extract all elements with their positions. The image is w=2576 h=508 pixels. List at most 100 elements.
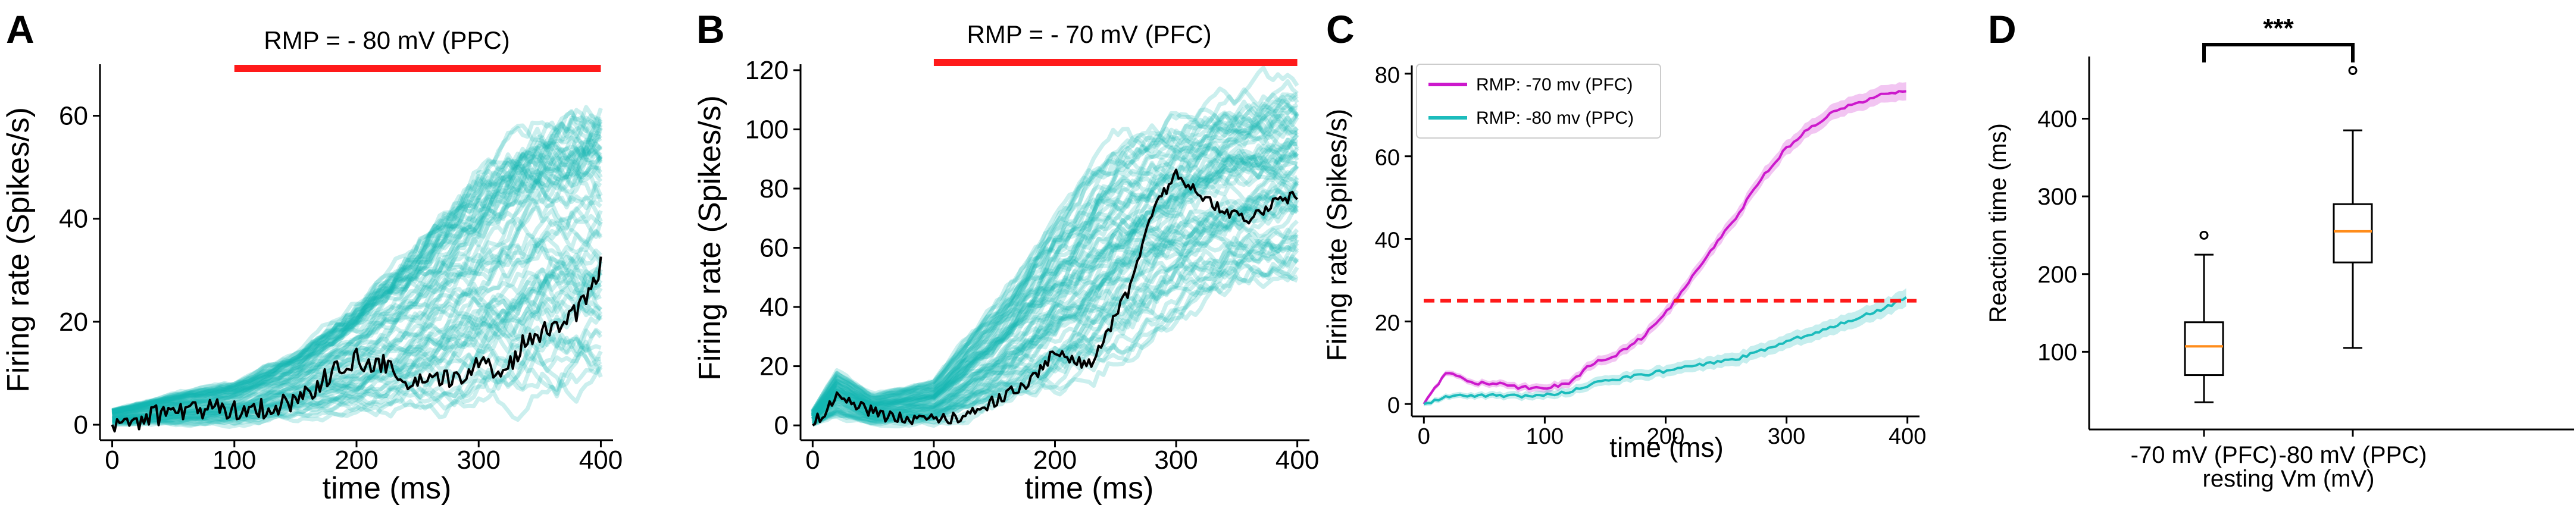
box-iqr: [2184, 321, 2224, 377]
series-line: [1423, 90, 1906, 405]
trial-trace: [111, 118, 603, 413]
y-tick-label: 40: [1375, 228, 1400, 253]
trial-trace: [111, 108, 602, 413]
trial-trace: [811, 113, 1299, 417]
y-tick-label: 120: [745, 56, 789, 85]
panel-a-ylabel: Firing rate (Spikes/s): [1, 107, 36, 393]
trial-trace: [811, 203, 1299, 422]
trial-trace: [811, 233, 1299, 424]
trial-trace: [811, 99, 1299, 413]
trial-trace: [812, 264, 1299, 428]
trial-trace: [811, 123, 1298, 416]
trial-trace: [811, 202, 1299, 421]
trial-trace: [811, 149, 1299, 419]
trial-trace: [811, 139, 1299, 418]
panel-a-title: RMP = - 80 mV (PPC): [264, 26, 509, 54]
trial-trace: [112, 279, 603, 423]
y-tick-label: 400: [2037, 106, 2077, 133]
outlier-point: [2199, 230, 2209, 240]
x-tick-label: 100: [912, 446, 955, 475]
x-tick-label: 200: [1033, 446, 1077, 475]
trial-trace: [811, 188, 1298, 421]
trial-trace: [811, 112, 1299, 414]
y-tick-label: 40: [759, 293, 789, 322]
trial-trace: [811, 103, 1299, 413]
panel-a-plot: 0 100 200 300 400 0 20 40 60: [59, 64, 623, 475]
trial-traces: [111, 105, 603, 429]
y-tick-label: 80: [1375, 63, 1400, 88]
trial-trace: [811, 170, 1298, 420]
trial-trace: [811, 115, 1299, 416]
y-tick-label: 40: [59, 205, 88, 234]
panel-c-ylabel: Firing rate (Spikes/s): [1321, 109, 1352, 361]
y-tick-label: 20: [1375, 311, 1400, 335]
x-tick-label: 300: [1768, 424, 1805, 449]
trial-trace: [111, 135, 603, 416]
trial-trace: [112, 229, 603, 420]
panel-b-letter: B: [696, 7, 725, 51]
trial-trace: [811, 161, 1298, 419]
trial-trace: [111, 164, 603, 415]
y-tick-label: 100: [2037, 339, 2077, 365]
trial-trace: [112, 287, 603, 422]
trial-trace: [811, 92, 1299, 413]
trial-trace: [111, 148, 603, 415]
trial-trace: [811, 79, 1299, 414]
trial-trace: [112, 332, 602, 424]
series-error-band: [1424, 288, 1906, 407]
trial-trace: [812, 266, 1299, 429]
mean-trace: [111, 256, 602, 432]
x-tick-label: 0: [805, 446, 820, 475]
trial-trace: [811, 137, 1298, 417]
trial-trace: [112, 262, 603, 421]
trial-trace: [111, 142, 603, 414]
trial-trace: [811, 146, 1299, 417]
y-tick-label: 100: [745, 115, 789, 144]
panel-d-xlabel: resting Vm (mV): [2203, 466, 2375, 492]
trial-trace: [111, 260, 603, 421]
outlier-point: [2348, 66, 2358, 76]
trial-trace: [112, 288, 603, 424]
trial-trace: [111, 142, 603, 414]
trial-trace: [811, 102, 1298, 416]
trial-trace: [112, 248, 602, 420]
trial-trace: [111, 134, 602, 413]
trial-trace: [811, 151, 1299, 418]
trial-trace: [112, 313, 603, 425]
x-tick-label: 400: [1889, 424, 1926, 449]
trial-trace: [111, 152, 603, 416]
trial-trace: [811, 161, 1299, 418]
panel-a-letter: A: [6, 7, 35, 51]
trial-trace: [811, 178, 1298, 421]
trial-trace: [111, 206, 602, 418]
trial-trace: [811, 93, 1299, 412]
trial-trace: [111, 107, 603, 412]
trial-trace: [111, 134, 602, 413]
trial-traces: [811, 65, 1299, 429]
trial-trace: [112, 117, 602, 413]
trial-trace: [811, 150, 1298, 416]
trial-trace: [112, 326, 603, 424]
y-tick-label: 200: [2037, 262, 2077, 288]
trial-trace: [111, 118, 603, 413]
trial-trace: [112, 327, 602, 426]
mean-trace: [812, 168, 1298, 427]
panel-a-xlabel: time (ms): [323, 471, 452, 506]
trial-trace: [111, 268, 603, 422]
trial-trace: [112, 197, 603, 417]
trial-trace: [111, 160, 603, 416]
trial-trace: [112, 279, 602, 423]
trial-trace: [811, 150, 1299, 418]
y-tick-label: 60: [59, 102, 88, 131]
panel-b-title: RMP = - 70 mV (PFC): [967, 20, 1211, 48]
trial-trace: [811, 266, 1299, 427]
trial-trace: [811, 130, 1299, 416]
trial-trace: [111, 109, 603, 413]
trial-trace: [811, 92, 1299, 413]
panel-b: B 0 100 200 300 400 0 20 40 60 80 100 120 RMP = - 7…: [693, 7, 1319, 506]
trial-trace: [112, 340, 601, 428]
trial-trace: [112, 127, 602, 413]
trial-trace: [112, 346, 603, 425]
trial-trace: [811, 158, 1299, 418]
